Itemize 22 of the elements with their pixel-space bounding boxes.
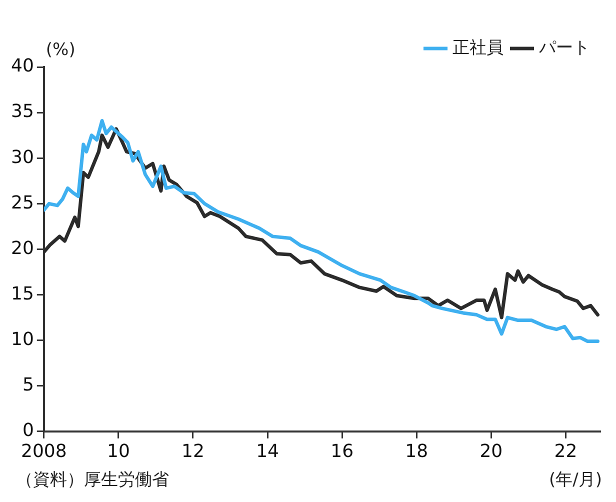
y-tick-label: 40	[11, 56, 34, 77]
y-tick-label: 0	[22, 420, 34, 442]
text: (年/月)	[549, 469, 602, 491]
x-tick-label: 14	[256, 440, 279, 462]
legend-label: 正社員	[452, 38, 504, 58]
legend-label: パート	[538, 38, 590, 58]
x-tick-label: 18	[405, 440, 428, 462]
text: （資料）厚生労働省	[16, 469, 169, 491]
x-tick-label: 20	[480, 440, 503, 462]
y-tick-label: 25	[11, 192, 34, 214]
y-tick-label: 15	[11, 283, 34, 304]
y-tick-label: 35	[11, 101, 34, 122]
y-axis-title: (%)	[46, 40, 76, 60]
x-tick-label: 2008	[21, 440, 67, 462]
y-tick-label: 10	[11, 328, 34, 350]
x-tick-label: 16	[330, 440, 354, 462]
y-tick-label: 20	[11, 238, 34, 259]
x-tick-label: 22	[554, 440, 578, 462]
x-tick-label: 10	[106, 440, 130, 462]
y-tick-label: 5	[22, 374, 34, 396]
y-tick-label: 30	[11, 146, 34, 168]
x-tick-label: 12	[182, 440, 204, 462]
